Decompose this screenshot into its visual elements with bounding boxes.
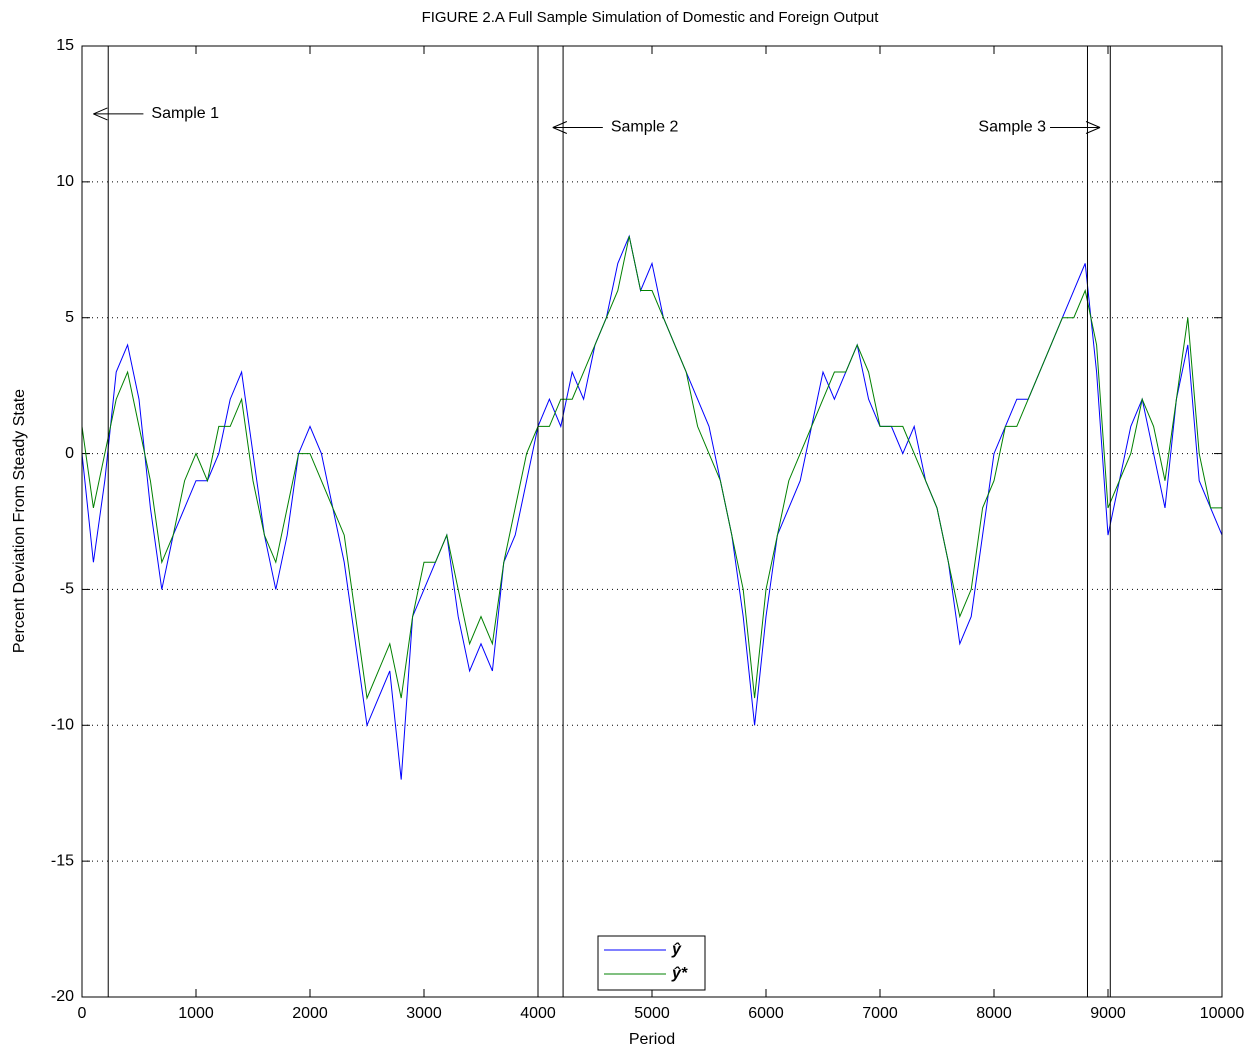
series-line [81, 236, 1222, 700]
legend-box [597, 935, 706, 991]
x-tick-label: 10000 [1200, 1005, 1245, 1022]
x-tick-label: 6000 [748, 1005, 784, 1022]
arrow-head [1085, 121, 1101, 134]
y-tick-label: 5 [65, 309, 74, 326]
plot-area [82, 46, 1222, 997]
y-tick-label: 15 [56, 37, 74, 54]
x-tick-label: 7000 [862, 1005, 898, 1022]
y-tick-label: -5 [60, 581, 74, 598]
arrow-head [93, 107, 108, 121]
legend-label: ŷ* [671, 965, 688, 982]
x-tick-label: 0 [78, 1005, 87, 1022]
plot-frame [81, 45, 1223, 998]
y-tick-label: 10 [56, 173, 74, 190]
chart-title: FIGURE 2.A Full Sample Simulation of Dom… [422, 9, 880, 26]
x-tick-label: 3000 [406, 1005, 442, 1022]
annotation-text: Sample 2 [611, 119, 679, 136]
x-tick-label: 1000 [178, 1005, 214, 1022]
y-tick-label: 0 [65, 445, 74, 462]
annotation-text: Sample 1 [151, 105, 219, 122]
x-tick-label: 9000 [1090, 1005, 1126, 1022]
arrow-head [552, 121, 568, 134]
y-tick-label: -20 [51, 988, 74, 1005]
x-tick-label: 8000 [976, 1005, 1012, 1022]
y-tick-label: -15 [51, 852, 74, 869]
x-tick-label: 2000 [292, 1005, 328, 1022]
x-tick-label: 4000 [520, 1005, 556, 1022]
y-tick-label: -10 [51, 717, 74, 734]
annotation-text: Sample 3 [978, 119, 1046, 136]
x-tick-label: 5000 [634, 1005, 670, 1022]
x-axis-label: Period [629, 1031, 675, 1048]
y-axis-label: Percent Deviation From Steady State [11, 389, 28, 653]
legend-label: ŷ [671, 941, 682, 958]
